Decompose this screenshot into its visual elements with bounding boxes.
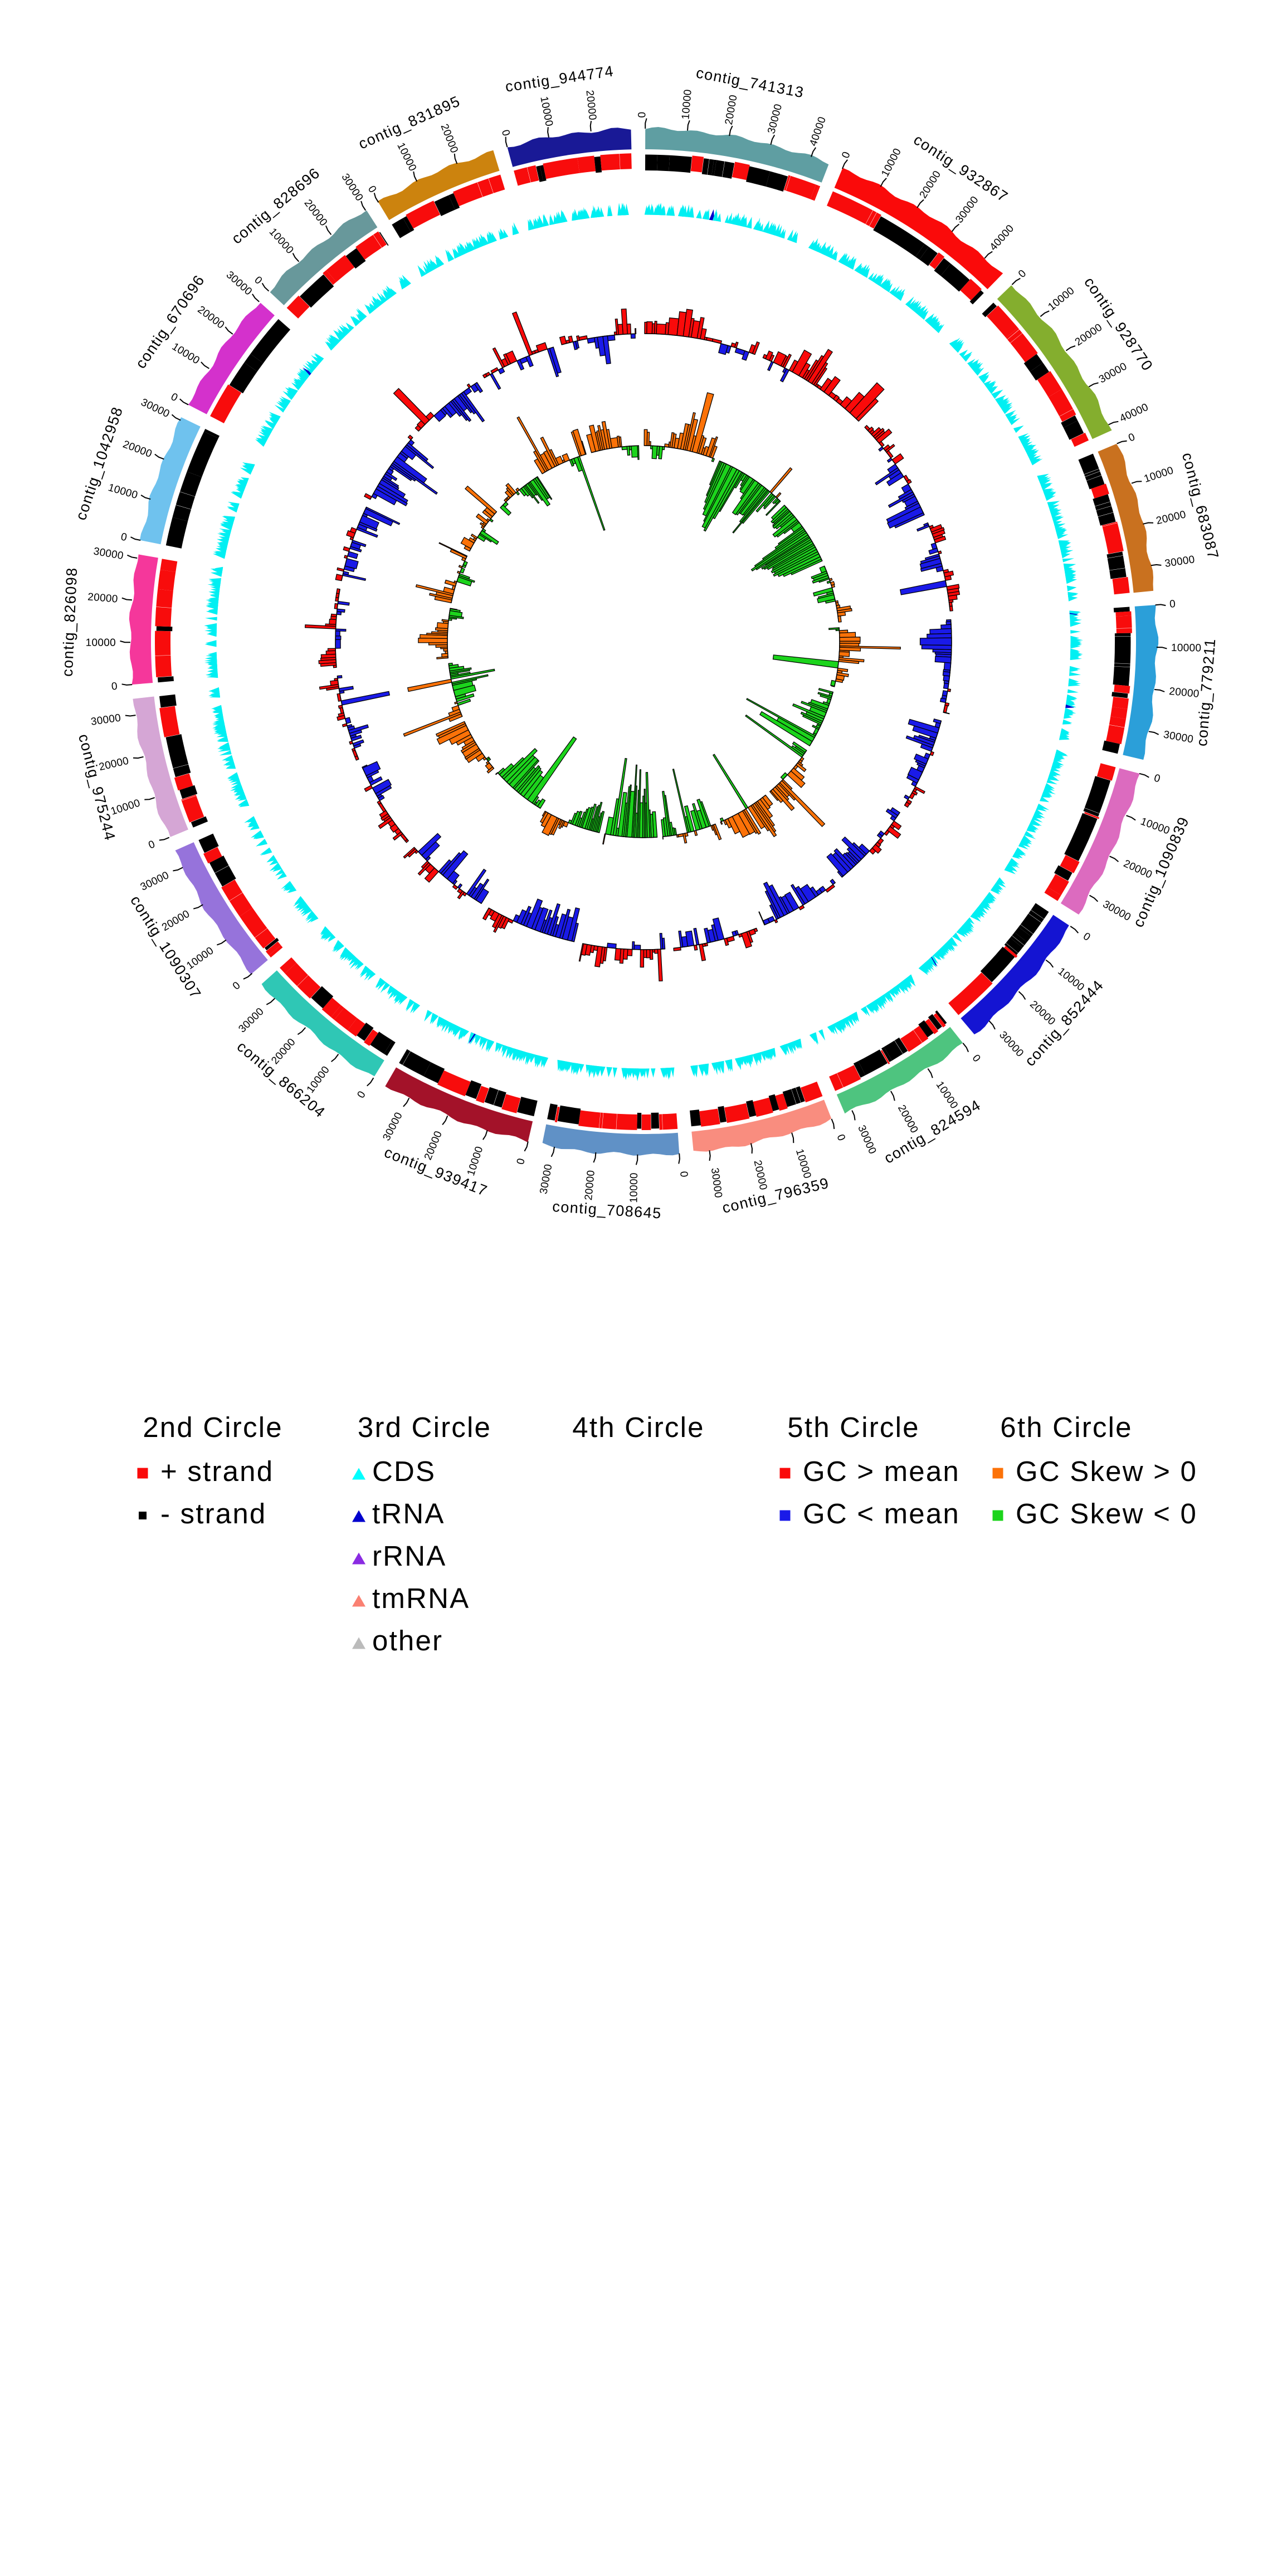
svg-text:rRNA: rRNA <box>372 1540 446 1572</box>
svg-text:4th Circle: 4th Circle <box>572 1411 704 1443</box>
svg-text:tmRNA: tmRNA <box>372 1582 470 1614</box>
svg-text:0: 0 <box>515 1157 528 1166</box>
svg-text:3rd Circle: 3rd Circle <box>358 1411 491 1443</box>
svg-text:0: 0 <box>1153 773 1162 785</box>
svg-text:10000: 10000 <box>86 637 116 649</box>
svg-text:0: 0 <box>677 1171 690 1177</box>
svg-text:0: 0 <box>1169 598 1176 610</box>
svg-text:GC > mean: GC > mean <box>803 1455 960 1487</box>
svg-text:GC Skew > 0: GC Skew > 0 <box>1016 1455 1197 1487</box>
svg-text:6th Circle: 6th Circle <box>1000 1411 1132 1443</box>
svg-text:10000: 10000 <box>680 89 694 120</box>
svg-text:20000: 20000 <box>1168 686 1200 700</box>
svg-text:other: other <box>372 1625 443 1656</box>
svg-text:20000: 20000 <box>87 591 119 605</box>
svg-text:0: 0 <box>499 129 512 138</box>
svg-text:GC < mean: GC < mean <box>803 1498 960 1529</box>
svg-text:10000: 10000 <box>1171 642 1202 654</box>
svg-text:0: 0 <box>120 531 128 544</box>
svg-text:+ strand: + strand <box>160 1455 274 1487</box>
svg-text:GC Skew < 0: GC Skew < 0 <box>1016 1498 1197 1529</box>
svg-text:CDS: CDS <box>372 1455 436 1487</box>
svg-text:0: 0 <box>636 112 648 118</box>
svg-text:2nd Circle: 2nd Circle <box>143 1411 283 1443</box>
svg-text:0: 0 <box>111 681 118 693</box>
svg-text:- strand: - strand <box>160 1498 267 1529</box>
svg-text:5th Circle: 5th Circle <box>787 1411 919 1443</box>
svg-text:tRNA: tRNA <box>372 1498 445 1529</box>
svg-text:10000: 10000 <box>628 1172 640 1203</box>
svg-text:20000: 20000 <box>583 1170 597 1201</box>
